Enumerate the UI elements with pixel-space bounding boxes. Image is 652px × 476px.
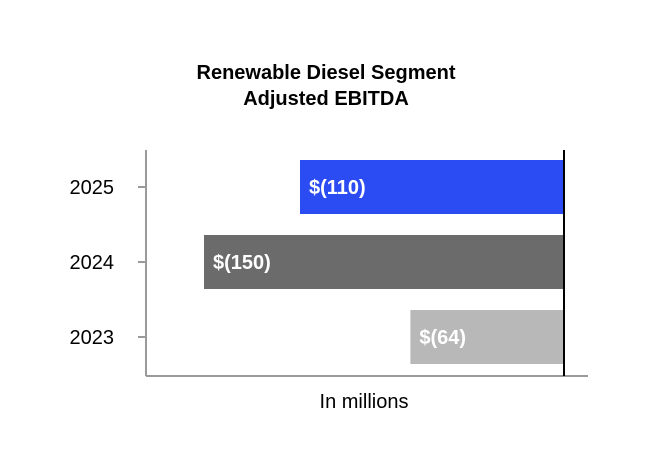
bar-2024 (204, 235, 564, 289)
bars-layer: $(110) 2025 $(150) 2024 $(64) 2023 (70, 160, 564, 364)
chart-title-line-2: Adjusted EBITDA (243, 88, 409, 110)
category-label-2024: 2024 (70, 252, 115, 274)
chart-title: Renewable Diesel Segment Adjusted EBITDA (0, 60, 652, 112)
bar-label-2025: $(110) (309, 177, 366, 199)
bar-label-2024: $(150) (213, 252, 271, 274)
x-axis-label: In millions (320, 391, 409, 413)
category-label-2025: 2025 (70, 177, 115, 199)
bar-2023 (410, 310, 564, 364)
bar-label-2023: $(64) (419, 327, 466, 349)
bar-2025 (300, 160, 564, 214)
category-label-2023: 2023 (70, 327, 115, 349)
chart-title-line-1: Renewable Diesel Segment (196, 62, 456, 84)
